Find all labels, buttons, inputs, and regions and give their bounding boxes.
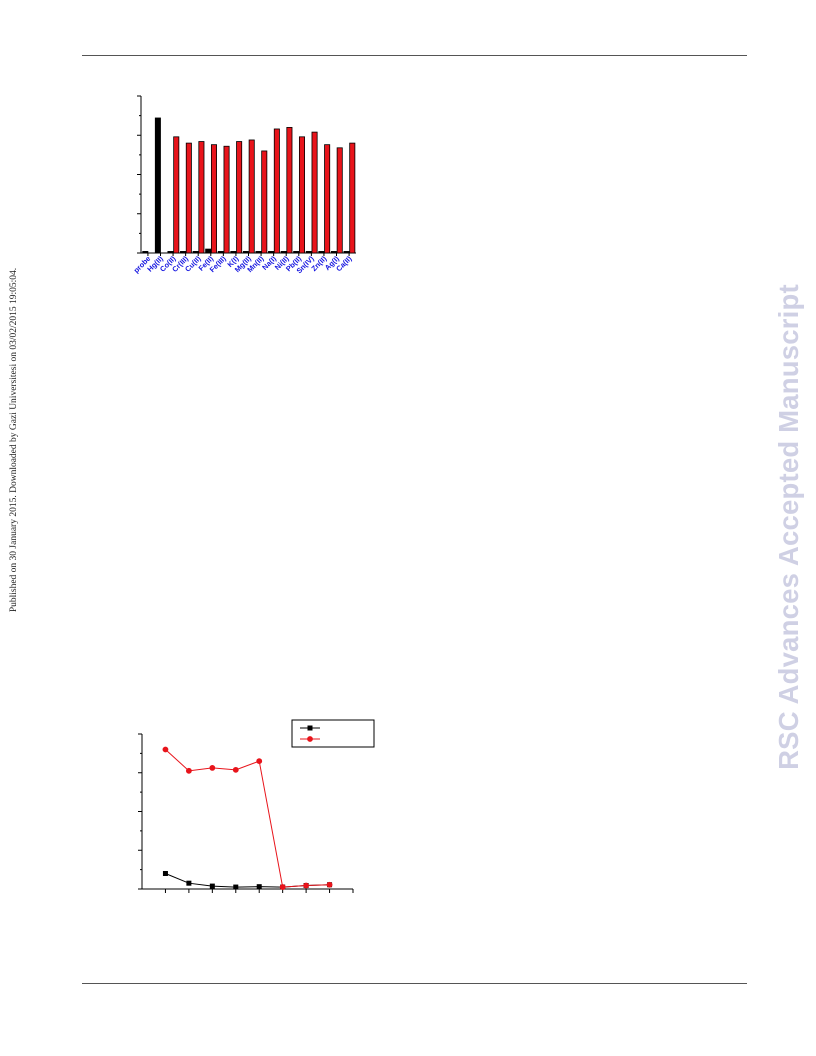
bar-1-14: [324, 144, 331, 254]
series-1-point: [209, 765, 216, 771]
bar-1-16: [349, 142, 356, 254]
bar-1-5: [210, 144, 217, 254]
bar-0-4: [192, 251, 199, 254]
bar-1-3: [185, 142, 192, 254]
bar-0-14: [318, 251, 325, 254]
series-0-point: [233, 884, 239, 890]
series-1-point: [232, 766, 239, 773]
header-rule: [82, 55, 747, 56]
bar-1-15: [336, 147, 343, 254]
bar-0-3: [180, 251, 187, 254]
bar-0-6: [217, 251, 224, 254]
bar-0-7: [230, 251, 237, 254]
footer-rule: [82, 983, 747, 984]
series-0-point: [256, 884, 262, 890]
bar-0-10: [268, 251, 275, 254]
series-1-point: [256, 758, 263, 765]
series-1-point: [326, 881, 333, 888]
series-1-line: [165, 749, 330, 888]
bar-1-6: [223, 145, 230, 254]
bar-0-8: [242, 251, 249, 254]
bar-1-2: [173, 136, 180, 254]
series-1-point: [303, 882, 310, 889]
bar-1-4: [198, 141, 205, 254]
bar-0-12: [293, 251, 300, 254]
legend-swatch-marker-0: [307, 725, 313, 731]
series-0-point: [209, 883, 215, 889]
bar-1-13: [311, 131, 318, 254]
series-0-point: [186, 880, 192, 886]
series-1-point: [185, 767, 192, 774]
bar-0-11: [280, 251, 287, 254]
bar-0-0: [142, 251, 149, 254]
bar-1-8: [248, 139, 255, 254]
bar-0-1: [154, 117, 161, 254]
bar-1-7: [236, 141, 243, 254]
bar-0-5: [205, 248, 212, 254]
bar-0-15: [330, 251, 337, 254]
bar-0-2: [167, 251, 174, 254]
series-1-point: [162, 746, 169, 753]
bar-0-16: [343, 251, 350, 254]
series-1-point: [279, 884, 286, 890]
bar-1-11: [286, 127, 293, 254]
series-0-point: [162, 871, 168, 876]
legend-swatch-marker-1: [307, 736, 313, 742]
line-chart-legend: [291, 719, 375, 748]
bar-1-12: [298, 136, 305, 254]
bar-0-13: [305, 251, 312, 254]
bar-1-10: [273, 128, 280, 254]
bar-1-9: [261, 150, 268, 254]
bar-0-9: [255, 251, 262, 254]
